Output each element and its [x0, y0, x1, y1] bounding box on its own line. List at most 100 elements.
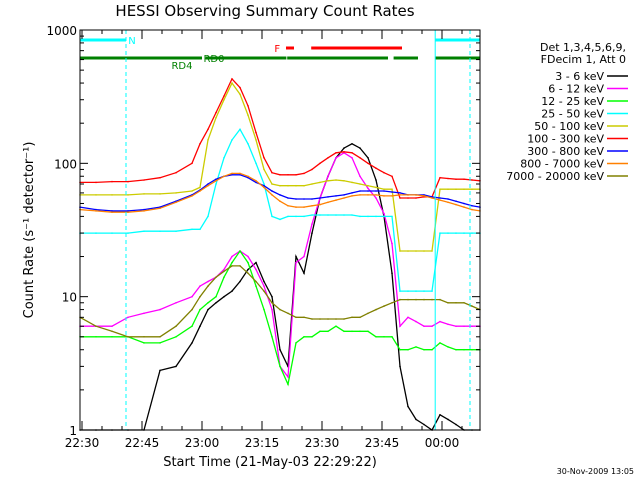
series-300-800-kev — [79, 174, 481, 212]
data-point — [231, 265, 233, 267]
data-point — [311, 198, 313, 200]
data-point — [351, 152, 353, 154]
data-point — [439, 342, 441, 344]
data-point — [415, 418, 417, 421]
data-point — [279, 184, 281, 187]
data-point — [143, 208, 145, 211]
data-point — [159, 176, 161, 179]
data-point — [463, 178, 465, 180]
data-point — [263, 285, 265, 287]
data-point — [143, 312, 145, 315]
data-point — [263, 183, 265, 185]
data-point — [279, 218, 281, 221]
data-point — [143, 210, 145, 212]
data-point — [431, 290, 433, 292]
data-point — [303, 272, 305, 275]
data-point — [95, 232, 97, 234]
data-point — [199, 190, 201, 192]
data-point — [383, 195, 385, 197]
data-point — [127, 316, 129, 319]
data-point — [319, 318, 321, 320]
data-point — [415, 346, 417, 348]
data-point — [255, 280, 257, 283]
data-point — [95, 194, 97, 196]
y-tick-label: 1 — [69, 424, 77, 438]
data-point — [175, 365, 177, 368]
data-point — [143, 336, 145, 338]
data-point — [311, 232, 313, 234]
data-point — [327, 180, 329, 182]
data-point — [263, 168, 265, 171]
x-tick-label: 23:00 — [185, 436, 220, 450]
data-point — [391, 188, 393, 190]
series-line — [79, 174, 481, 212]
data-point — [279, 348, 281, 351]
data-point — [415, 250, 417, 252]
data-point — [207, 184, 209, 187]
data-point — [375, 336, 377, 338]
data-point — [95, 336, 97, 338]
data-point — [367, 162, 369, 165]
data-point — [423, 250, 425, 252]
data-point — [383, 215, 385, 218]
series-line — [80, 81, 480, 252]
data-point — [303, 206, 305, 208]
data-point — [111, 232, 113, 234]
data-point — [327, 330, 329, 333]
data-point — [231, 139, 233, 141]
data-point — [111, 330, 113, 333]
data-point — [447, 346, 449, 348]
data-point — [207, 280, 209, 283]
data-point — [327, 196, 329, 198]
data-point — [247, 272, 249, 275]
data-point — [423, 325, 425, 328]
data-point — [247, 175, 249, 178]
data-point — [247, 105, 249, 107]
x-tick-label: 23:15 — [245, 436, 280, 450]
data-point — [343, 180, 345, 182]
data-point — [439, 320, 441, 323]
data-point — [255, 181, 257, 184]
data-point — [111, 180, 113, 183]
data-point — [191, 308, 193, 311]
legend-header-line: FDecim 1, Att 0 — [541, 53, 626, 66]
data-point — [463, 302, 465, 304]
data-point — [455, 325, 457, 328]
data-point — [271, 308, 273, 311]
data-point — [431, 298, 433, 301]
data-point — [127, 180, 129, 183]
data-point — [359, 194, 361, 196]
data-point — [335, 157, 337, 159]
data-point — [223, 157, 225, 159]
data-point — [159, 193, 161, 195]
data-point — [287, 376, 289, 378]
data-point — [287, 174, 289, 176]
data-point — [375, 215, 377, 218]
data-point — [399, 365, 401, 368]
data-point — [415, 320, 417, 323]
data-point — [463, 206, 465, 208]
data-point — [391, 336, 393, 338]
data-point — [199, 285, 201, 287]
data-point — [263, 157, 265, 159]
state-label-rd4: RD4 — [171, 61, 192, 72]
data-point — [127, 211, 129, 213]
data-point — [391, 242, 393, 245]
data-point — [271, 295, 273, 298]
data-point — [95, 325, 97, 328]
data-point — [295, 255, 297, 258]
data-point — [383, 188, 385, 190]
data-point — [351, 192, 353, 194]
data-point — [247, 261, 249, 264]
data-point — [463, 188, 465, 190]
data-point — [351, 143, 353, 145]
data-point — [247, 114, 249, 116]
data-point — [207, 308, 209, 311]
data-point — [263, 290, 265, 292]
data-point — [175, 230, 177, 232]
data-point — [223, 98, 225, 101]
series-line — [79, 172, 481, 213]
series-7000-20000-kev — [79, 265, 481, 338]
data-point — [239, 128, 241, 131]
data-point — [199, 308, 201, 311]
